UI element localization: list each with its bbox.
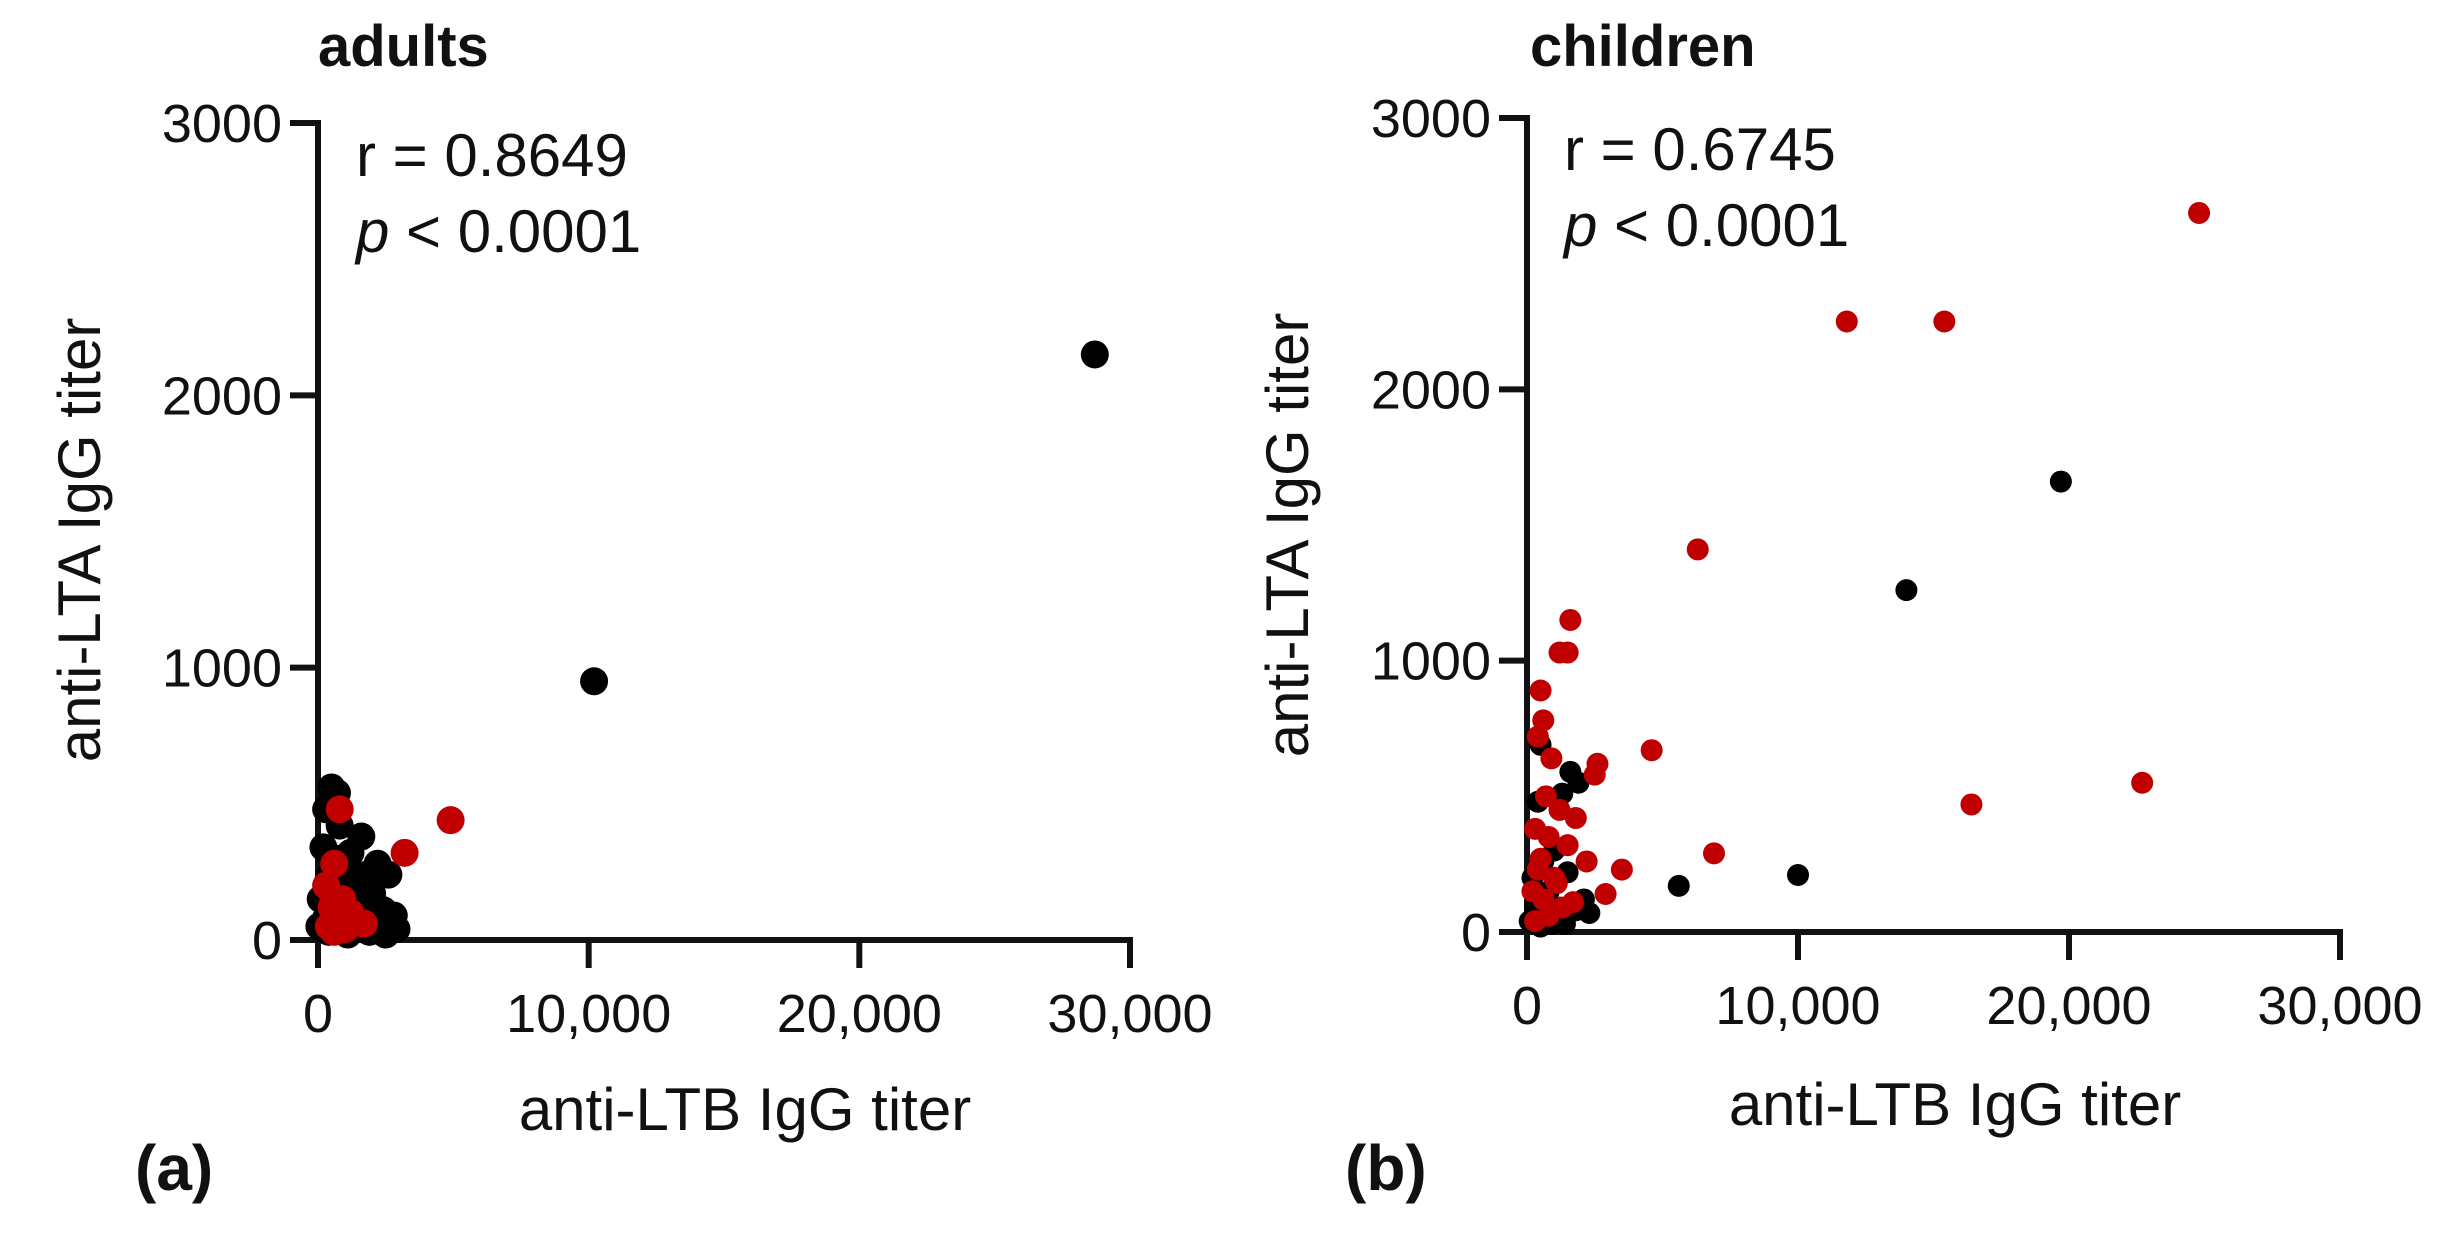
x-tick-label-adults: 10,000	[506, 984, 671, 1044]
panel-children: children r = 0.6745 p < 0.0001 anti-LTA …	[1254, 14, 2423, 1204]
data-point-black-children	[1567, 771, 1590, 794]
data-point-black-children	[2049, 470, 2072, 493]
data-point-red-children	[1559, 608, 1582, 631]
data-point-red-children	[1540, 747, 1563, 770]
y-tick-label-adults: 1000	[162, 639, 282, 699]
data-point-red-children	[1564, 807, 1587, 830]
y-tick-label-children: 1000	[1371, 632, 1491, 692]
data-point-red-adults	[436, 806, 465, 835]
y-tick-label-children: 0	[1461, 903, 1491, 963]
data-point-black-adults	[1080, 340, 1109, 369]
y-axis-label-adults: anti-LTA IgG titer	[46, 318, 113, 763]
y-tick-label-adults: 0	[252, 911, 282, 971]
chart-title-adults: adults	[318, 14, 489, 79]
data-point-red-children	[1529, 679, 1552, 702]
data-point-red-children	[1960, 793, 1983, 816]
data-point-red-children	[1933, 310, 1956, 333]
axes-children: 0 1000 2000 3000 0 10,000 20,000 30,000	[1371, 89, 2423, 1036]
data-point-black-children	[1553, 912, 1576, 935]
data-point-red-children	[1702, 842, 1725, 865]
y-tick-label-children: 2000	[1371, 360, 1491, 420]
data-point-black-children	[1787, 864, 1809, 887]
data-point-red-children	[1575, 850, 1598, 873]
x-axis-label-children: anti-LTB IgG titer	[1729, 1071, 2181, 1138]
x-tick-label-adults: 30,000	[1047, 984, 1212, 1044]
data-point-red-children	[1583, 763, 1606, 786]
data-point-red-children	[1686, 538, 1709, 561]
data-point-black-adults	[374, 860, 403, 889]
data-point-red-adults	[320, 849, 349, 878]
data-point-black-children	[1667, 874, 1690, 897]
p-number-adults: < 0.0001	[389, 198, 641, 265]
y-axis-label-children: anti-LTA IgG titer	[1254, 313, 1321, 758]
x-axis-label-adults: anti-LTB IgG titer	[519, 1076, 971, 1143]
data-point-black-adults	[371, 920, 400, 949]
x-tick-label-children: 0	[1512, 976, 1542, 1036]
data-point-red-children	[2188, 201, 2211, 224]
axes-adults: 0 1000 2000 3000 0 10,000 20,000 30,000	[162, 94, 1213, 1044]
points-adults	[305, 340, 1109, 949]
p-symbol-children: p	[1562, 192, 1597, 259]
x-tick-label-children: 10,000	[1715, 976, 1880, 1036]
x-tick-label-children: 20,000	[1986, 976, 2151, 1036]
data-point-red-children	[2131, 771, 2154, 794]
data-point-red-children	[1548, 798, 1571, 821]
data-point-black-children	[1578, 902, 1601, 925]
y-tick-label-adults: 2000	[162, 366, 282, 426]
data-point-red-children	[1640, 739, 1663, 762]
data-point-red-children	[1556, 834, 1579, 857]
data-point-red-children	[1526, 725, 1549, 748]
panel-adults: adults r = 0.8649 p < 0.0001 anti-LTA Ig…	[46, 14, 1213, 1204]
p-value-children: p < 0.0001	[1562, 192, 1849, 259]
data-point-red-adults	[390, 838, 419, 867]
p-value-adults: p < 0.0001	[354, 198, 641, 265]
data-point-red-children	[1562, 891, 1585, 914]
y-tick-label-adults: 3000	[162, 94, 282, 154]
data-point-red-adults	[325, 795, 354, 824]
correlation-r-adults: r = 0.8649	[356, 122, 628, 189]
data-point-red-children	[1529, 847, 1552, 870]
data-point-red-children	[1537, 826, 1560, 849]
p-symbol-adults: p	[354, 198, 389, 265]
data-point-red-children	[1594, 883, 1617, 906]
data-point-red-children	[1524, 910, 1547, 933]
data-point-red-children	[1545, 872, 1568, 895]
data-point-red-children	[1610, 858, 1633, 881]
data-point-black-adults	[580, 667, 609, 696]
x-tick-label-adults: 20,000	[777, 984, 942, 1044]
data-point-red-adults	[320, 917, 349, 946]
chart-title-children: children	[1530, 14, 1756, 79]
data-point-black-children	[1895, 579, 1918, 602]
data-point-red-children	[1556, 641, 1579, 664]
x-tick-label-adults: 0	[303, 984, 333, 1044]
data-point-black-children	[1551, 782, 1574, 805]
p-number-children: < 0.0001	[1597, 192, 1849, 259]
data-point-red-children	[1835, 310, 1858, 333]
panel-label-b: (b)	[1345, 1132, 1427, 1204]
points-children	[1518, 201, 2211, 938]
panel-label-a: (a)	[135, 1132, 213, 1204]
x-tick-label-children: 30,000	[2257, 976, 2422, 1036]
correlation-r-children: r = 0.6745	[1564, 116, 1836, 183]
y-tick-label-children: 3000	[1371, 89, 1491, 149]
data-point-red-children	[1534, 785, 1557, 808]
